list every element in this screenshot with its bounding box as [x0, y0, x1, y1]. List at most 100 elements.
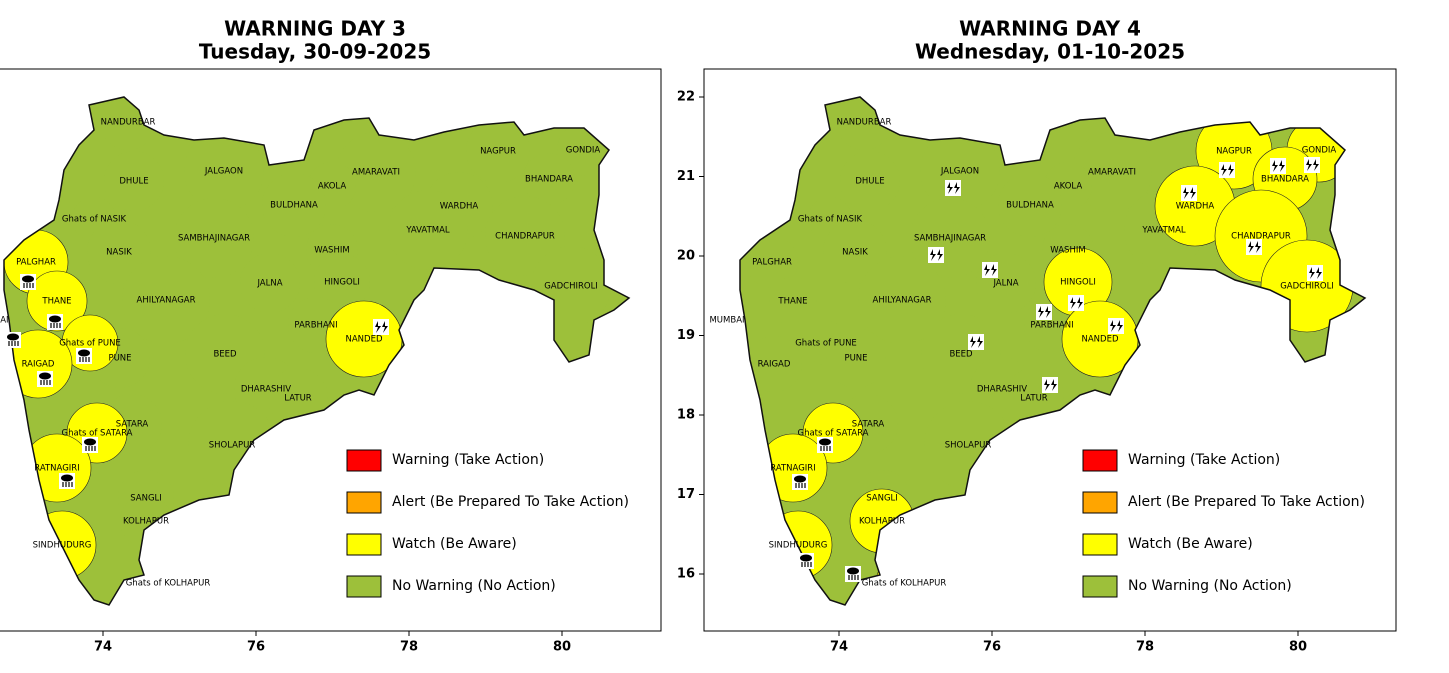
- legend-swatch: [1082, 491, 1118, 514]
- district-label: DHARASHIV: [977, 385, 1027, 395]
- y-tick-label: 21: [677, 169, 695, 184]
- district-label: SHOLAPUR: [945, 441, 992, 451]
- district-area: [26, 270, 88, 332]
- district-label: BHANDARA: [525, 175, 573, 185]
- district-area: [1072, 132, 1152, 212]
- thunder-icon: [1272, 160, 1285, 172]
- district-area: [104, 151, 164, 211]
- x-tick-label: 78: [400, 640, 418, 655]
- district-area: [840, 151, 900, 211]
- district-label: NANDED: [1082, 335, 1119, 345]
- district-label: Ghats of PUNE: [795, 339, 857, 349]
- x-tick-label: 74: [94, 640, 112, 655]
- district-label: PUNE: [844, 354, 867, 364]
- legend-label: Warning (Take Action): [1128, 452, 1280, 468]
- rain-icon: [820, 446, 831, 451]
- district-label: JALGAON: [940, 167, 979, 177]
- x-tick-label: 80: [1289, 640, 1307, 655]
- x-tick-label: 80: [553, 640, 571, 655]
- districts: [746, 97, 1354, 605]
- district-label: AHILYANAGAR: [137, 296, 196, 306]
- map-panel: NANDURBAR DHULE JALGAON AMARAVATI NAGPUR GOND…: [709, 96, 1367, 606]
- district-label: NANDURBAR: [101, 118, 156, 128]
- thunder-icon: [1309, 267, 1322, 279]
- rain-icon: [85, 446, 96, 451]
- legend-swatch: [1082, 575, 1118, 598]
- legend-swatch: [346, 533, 382, 556]
- district-area: [466, 119, 530, 183]
- district-area: [746, 236, 798, 288]
- state-border: [3, 96, 631, 606]
- district-label: RATNAGIRI: [770, 464, 815, 474]
- district-label: WARDHA: [1176, 202, 1215, 212]
- map-subtitle: Tuesday, 30-09-2025: [199, 40, 431, 64]
- district-label: JALGAON: [204, 167, 243, 177]
- rain-icon: [795, 483, 806, 488]
- legend-label: Warning (Take Action): [392, 452, 544, 468]
- rain-icon: [78, 349, 90, 357]
- legend-label: Alert (Be Prepared To Take Action): [1128, 494, 1365, 510]
- district-label: SINDHUDURG: [33, 541, 92, 551]
- thunder-icon: [984, 264, 997, 276]
- district-label: SANGLI: [130, 494, 162, 504]
- y-tick-label: 18: [677, 408, 695, 423]
- rain-icon: [794, 475, 806, 483]
- district-label: NASIK: [106, 248, 132, 258]
- y-tick-label: 20: [677, 249, 695, 264]
- district-label: JALNA: [256, 279, 282, 289]
- district-label: SAMBHAJINAGAR: [178, 234, 250, 244]
- district-area: [523, 153, 575, 205]
- rain-icon: [848, 575, 859, 580]
- rain-icon: [819, 438, 831, 446]
- district-label: RATNAGIRI: [34, 464, 79, 474]
- rain-icon: [23, 283, 34, 288]
- legend-swatch: [346, 575, 382, 598]
- district-label: MUMBAI: [0, 316, 9, 326]
- district-label: BEED: [213, 350, 237, 360]
- district-label: AKOLA: [318, 182, 347, 192]
- district-label: AHILYANAGAR: [873, 296, 932, 306]
- district-label: HINGOLI: [324, 278, 360, 288]
- map-panel: NANDURBAR DHULE JALGAON AMARAVATI NAGPUR GOND…: [0, 96, 631, 606]
- district-label: AMARAVATI: [352, 168, 400, 178]
- rain-icon: [800, 554, 812, 562]
- rain-icon: [62, 482, 73, 487]
- map-title: WARNING DAY 3: [224, 17, 406, 41]
- rain-icon: [40, 380, 51, 385]
- district-label: RAIGAD: [758, 360, 791, 370]
- rain-icon: [22, 275, 34, 283]
- legend-swatch: [346, 491, 382, 514]
- district-label: KOLHAPUR: [123, 517, 169, 527]
- x-tick-label: 76: [983, 640, 1001, 655]
- rain-icon: [49, 315, 61, 323]
- district-label: SHOLAPUR: [209, 441, 256, 451]
- rain-icon: [801, 562, 812, 567]
- rain-icon: [61, 474, 73, 482]
- district-area: [858, 256, 946, 344]
- district-label: Ghats of SATARA: [798, 429, 869, 439]
- district-label: GONDIA: [1302, 146, 1337, 156]
- y-tick-label: 19: [677, 328, 695, 343]
- district-area: [122, 256, 210, 344]
- district-area: [87, 220, 151, 284]
- district-label: LATUR: [284, 394, 311, 404]
- district-label: DHULE: [119, 177, 148, 187]
- district-label: PARBHANI: [294, 321, 337, 331]
- district-area: [184, 131, 264, 211]
- district-area: [769, 277, 817, 325]
- rain-icon: [847, 567, 859, 575]
- legend-label: No Warning (No Action): [1128, 578, 1292, 594]
- map-subtitle: Wednesday, 01-10-2025: [915, 40, 1185, 64]
- thunder-icon: [970, 336, 983, 348]
- thunder-icon: [1044, 379, 1057, 391]
- district-label: GONDIA: [566, 146, 601, 156]
- district-label: SATARA: [852, 420, 885, 430]
- district-label: WASHIM: [1050, 246, 1085, 256]
- thunder-icon: [1038, 306, 1051, 318]
- district-label: BULDHANA: [270, 201, 318, 211]
- legend-label: Watch (Be Aware): [392, 536, 517, 552]
- district-label: NAGPUR: [1216, 147, 1252, 157]
- thunder-icon: [375, 321, 388, 333]
- district-label: Ghats of KOLHAPUR: [126, 579, 211, 589]
